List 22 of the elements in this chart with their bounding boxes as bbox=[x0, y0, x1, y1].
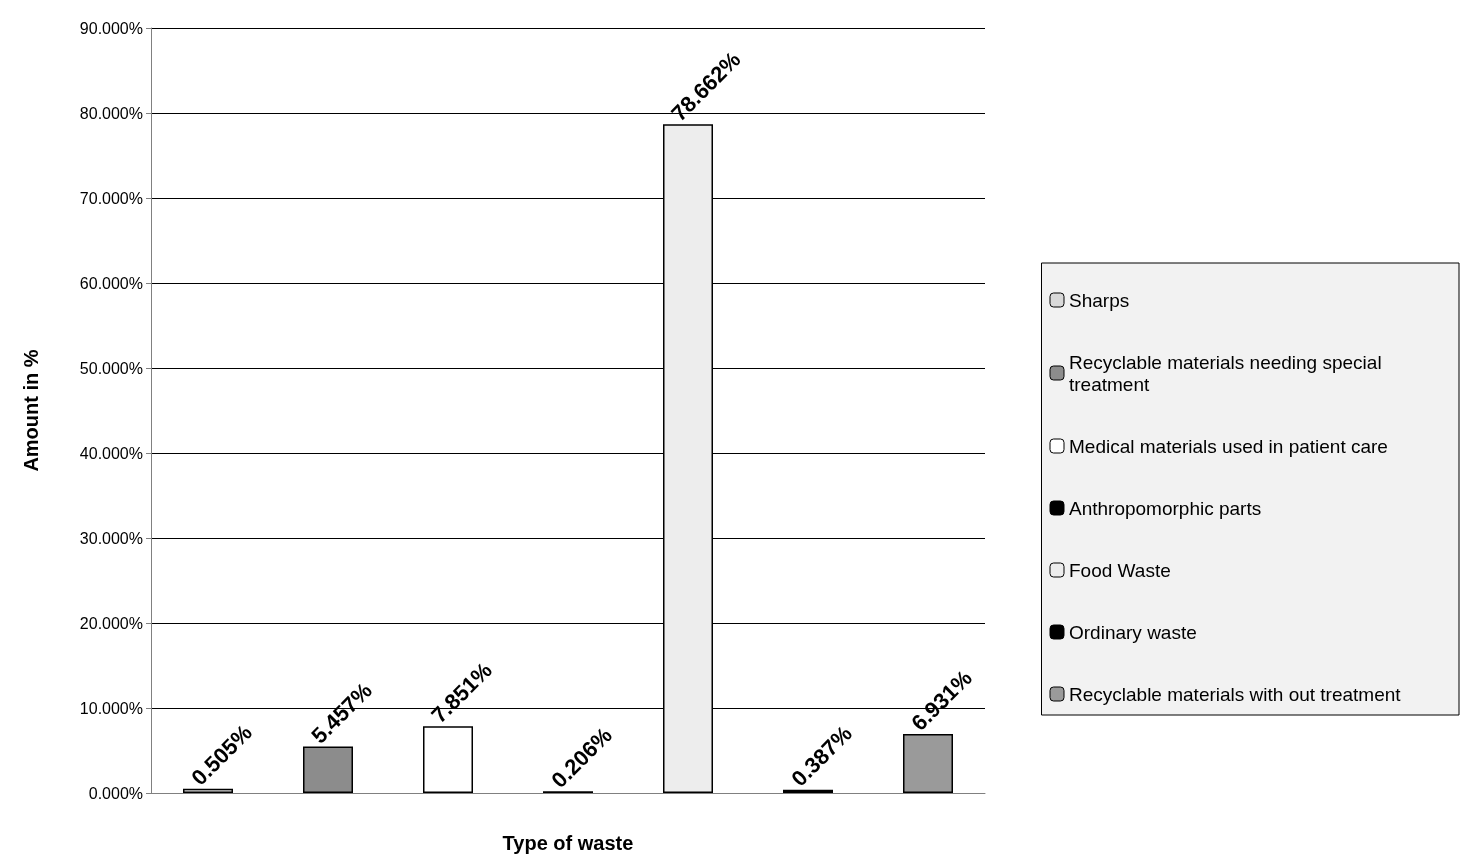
bar bbox=[183, 788, 233, 793]
y-tick-label: 10.000% bbox=[79, 699, 143, 717]
y-tick-label: 0.000% bbox=[88, 784, 143, 802]
legend-label: Ordinary waste bbox=[1069, 621, 1197, 643]
y-axis-title: Amount in % bbox=[20, 349, 42, 472]
y-tick-label: 70.000% bbox=[79, 189, 143, 207]
y-tick-label: 50.000% bbox=[79, 359, 143, 377]
bar bbox=[903, 734, 953, 793]
y-tick-label: 20.000% bbox=[79, 614, 143, 632]
legend-label: Recyclable materials needing special treatment bbox=[1069, 351, 1387, 395]
legend-label: Recyclable materials with out treatment bbox=[1069, 683, 1402, 705]
y-tick-label: 80.000% bbox=[79, 104, 143, 122]
y-tick-label: 30.000% bbox=[79, 529, 143, 547]
y-tick-label: 90.000% bbox=[79, 19, 143, 37]
legend-label: Sharps bbox=[1069, 289, 1130, 311]
bar bbox=[423, 726, 473, 793]
legend-label: Anthropomorphic parts bbox=[1069, 497, 1262, 519]
legend-label: Medical materials used in patient care bbox=[1069, 435, 1388, 457]
y-tick-label: 40.000% bbox=[79, 444, 143, 462]
x-axis-title: Type of waste bbox=[502, 832, 634, 854]
y-tick-label: 60.000% bbox=[79, 274, 143, 292]
legend-label: Food Waste bbox=[1069, 559, 1171, 581]
